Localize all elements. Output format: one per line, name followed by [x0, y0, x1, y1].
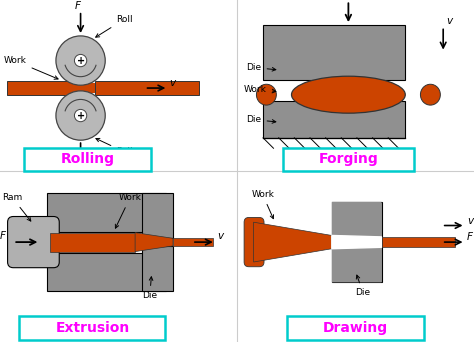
Polygon shape: [332, 202, 382, 242]
Polygon shape: [135, 233, 173, 252]
Text: Rolling: Rolling: [61, 152, 115, 166]
Polygon shape: [332, 242, 382, 282]
Text: v: v: [447, 16, 453, 26]
Text: F: F: [75, 1, 81, 11]
Text: v: v: [217, 231, 223, 241]
FancyBboxPatch shape: [332, 202, 382, 282]
Text: Work: Work: [4, 56, 58, 79]
Ellipse shape: [292, 76, 405, 113]
Circle shape: [56, 91, 105, 140]
FancyBboxPatch shape: [19, 316, 165, 340]
FancyBboxPatch shape: [50, 233, 135, 252]
Text: +: +: [76, 110, 85, 120]
Ellipse shape: [256, 84, 276, 105]
Text: F: F: [0, 231, 6, 241]
Text: Work: Work: [251, 190, 274, 219]
Ellipse shape: [420, 84, 440, 105]
FancyBboxPatch shape: [64, 83, 95, 93]
Text: Die: Die: [246, 115, 276, 124]
Text: Forging: Forging: [319, 152, 378, 166]
FancyBboxPatch shape: [263, 25, 405, 80]
Circle shape: [74, 109, 87, 122]
Text: Drawing: Drawing: [323, 321, 388, 335]
FancyBboxPatch shape: [173, 238, 213, 246]
Text: v: v: [170, 78, 176, 88]
Text: Work: Work: [244, 85, 276, 94]
Text: Extrusion: Extrusion: [55, 321, 129, 335]
Text: Work: Work: [115, 193, 141, 228]
FancyBboxPatch shape: [95, 81, 199, 95]
Text: Roll: Roll: [96, 139, 133, 156]
Text: F: F: [75, 163, 81, 173]
FancyBboxPatch shape: [263, 101, 405, 138]
FancyBboxPatch shape: [47, 193, 166, 232]
Circle shape: [56, 36, 105, 85]
FancyBboxPatch shape: [142, 193, 173, 238]
FancyBboxPatch shape: [382, 237, 455, 247]
Text: Die: Die: [356, 275, 371, 297]
FancyBboxPatch shape: [142, 246, 173, 291]
Circle shape: [74, 54, 87, 67]
Text: +: +: [76, 55, 85, 66]
Text: F: F: [467, 232, 473, 242]
Polygon shape: [332, 235, 382, 249]
FancyBboxPatch shape: [47, 252, 166, 291]
Text: Die: Die: [142, 277, 157, 300]
Text: v: v: [467, 216, 473, 226]
FancyBboxPatch shape: [24, 148, 151, 171]
FancyBboxPatch shape: [244, 218, 264, 267]
Text: Ram: Ram: [2, 193, 31, 221]
Text: Roll: Roll: [96, 15, 133, 37]
Polygon shape: [254, 222, 332, 262]
FancyBboxPatch shape: [8, 216, 59, 268]
Text: Die: Die: [246, 63, 276, 72]
FancyBboxPatch shape: [7, 81, 71, 95]
FancyBboxPatch shape: [283, 148, 414, 171]
FancyBboxPatch shape: [287, 316, 424, 340]
